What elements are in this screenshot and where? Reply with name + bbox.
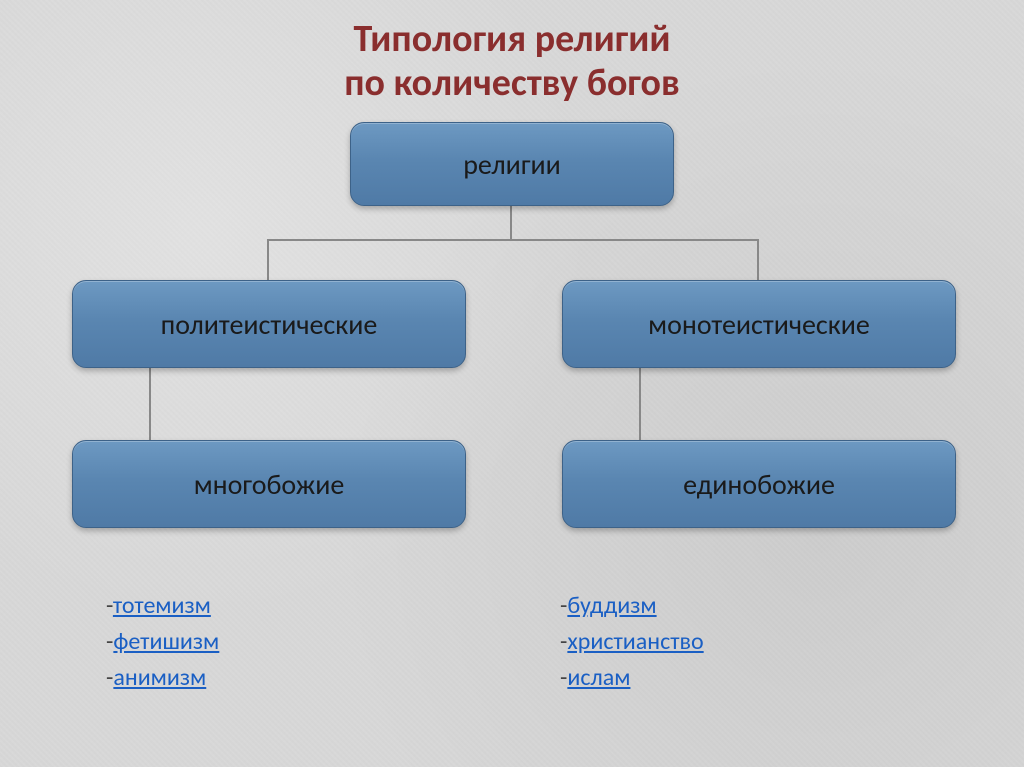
node-mono: монотеистические <box>562 280 956 368</box>
example-link[interactable]: ислам <box>567 663 630 692</box>
edge-root-mono <box>511 204 758 280</box>
example-item: -христианство <box>560 624 704 660</box>
example-item: -тотемизм <box>106 588 219 624</box>
node-poly-label: политеистические <box>161 307 378 342</box>
example-item: -буддизм <box>560 588 704 624</box>
example-link[interactable]: анимизм <box>113 663 206 692</box>
node-root: религии <box>350 122 674 206</box>
example-link[interactable]: фетишизм <box>113 627 219 656</box>
node-root-label: религии <box>463 147 561 182</box>
examples-right: -буддизм-христианство-ислам <box>560 588 704 696</box>
edge-root-poly <box>268 204 511 280</box>
node-many: многобожие <box>72 440 466 528</box>
diagram-container: Типология религий по количеству богов ре… <box>0 0 1024 767</box>
node-poly: политеистические <box>72 280 466 368</box>
example-link[interactable]: буддизм <box>567 591 656 620</box>
example-item: -фетишизм <box>106 624 219 660</box>
example-item: -анимизм <box>106 660 219 696</box>
node-one: единобожие <box>562 440 956 528</box>
node-many-label: многобожие <box>194 467 345 502</box>
dash: - <box>106 591 113 620</box>
example-link[interactable]: тотемизм <box>113 591 211 620</box>
examples-left: -тотемизм-фетишизм-анимизм <box>106 588 219 696</box>
node-one-label: единобожие <box>683 467 835 502</box>
example-link[interactable]: христианство <box>567 627 703 656</box>
node-mono-label: монотеистические <box>648 307 870 342</box>
example-item: -ислам <box>560 660 704 696</box>
